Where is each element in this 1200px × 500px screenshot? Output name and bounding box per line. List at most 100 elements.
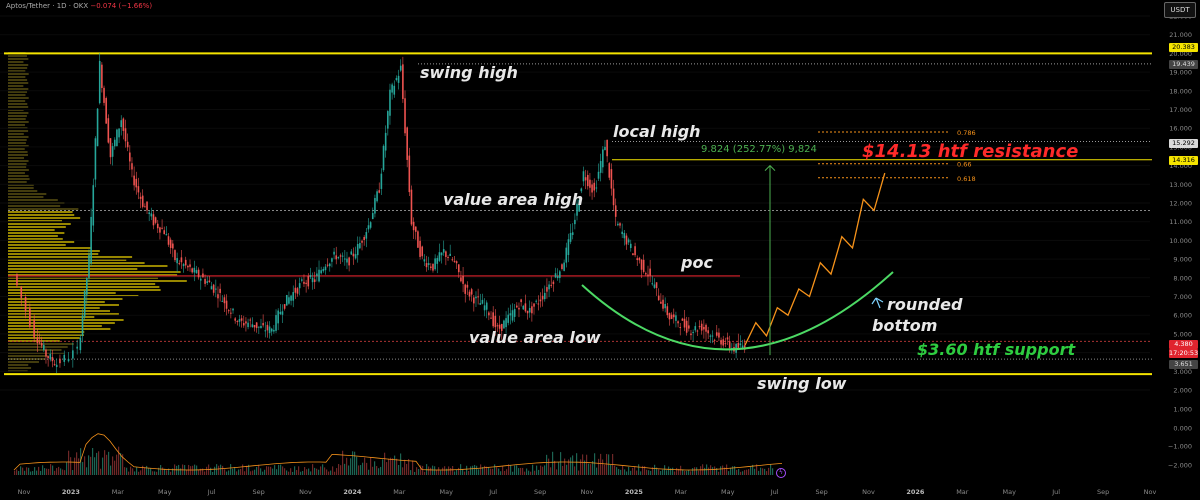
candle-body <box>266 324 269 331</box>
profile-bar <box>8 205 61 207</box>
volume-bar <box>140 470 142 475</box>
candle-body <box>574 219 576 225</box>
candle-body <box>331 258 333 262</box>
candle-body <box>43 344 45 350</box>
profile-bar <box>8 310 110 312</box>
volume-bar <box>230 464 232 475</box>
candle-body <box>445 251 447 257</box>
currency-button[interactable]: USDT <box>1164 2 1196 18</box>
candle-body <box>430 266 432 268</box>
candle-body <box>225 300 228 309</box>
profile-bar <box>8 214 75 216</box>
volume-bar <box>608 454 610 475</box>
candle-body <box>449 253 451 256</box>
price-tick-label: 10.000 <box>1169 237 1192 245</box>
volume-bar <box>138 471 140 475</box>
volume-bar <box>298 466 300 475</box>
volume-bar <box>536 465 538 475</box>
candle-body <box>359 242 361 249</box>
volume-bar <box>564 458 566 475</box>
volume-bar <box>598 458 600 475</box>
volume-bar <box>234 467 236 475</box>
candle-body <box>316 273 318 276</box>
volume-bar <box>408 458 410 475</box>
candle-body <box>597 171 600 179</box>
profile-bar <box>8 280 187 282</box>
price-candles <box>16 53 746 374</box>
candle-body <box>707 330 709 334</box>
volume-bar <box>546 454 548 475</box>
candle-body <box>477 296 479 298</box>
volume-bar <box>124 467 126 475</box>
candle-body <box>718 332 720 338</box>
profile-bar <box>8 79 28 81</box>
candle-body <box>96 108 99 147</box>
volume-bar <box>52 465 54 475</box>
candle-body <box>219 288 221 293</box>
volume-bar <box>496 467 498 475</box>
lightning-icon[interactable]: ϟ <box>776 468 786 478</box>
volume-bar <box>542 466 544 475</box>
profile-bar <box>8 301 105 303</box>
candle-body <box>434 258 436 270</box>
volume-bar <box>428 466 430 475</box>
volume-bar <box>398 464 400 475</box>
profile-bar <box>8 157 25 159</box>
volume-bar <box>520 467 522 475</box>
candle-body <box>649 268 651 276</box>
volume-bar <box>574 466 576 475</box>
volume-bar <box>76 452 78 475</box>
candle-body <box>642 259 645 272</box>
volume-bar <box>206 466 208 475</box>
volume-bar <box>170 471 172 475</box>
candle-body <box>606 139 608 157</box>
volume-bar <box>342 450 344 475</box>
candle-body <box>135 178 138 188</box>
volume-bar <box>166 470 168 475</box>
profile-bar <box>8 130 29 132</box>
volume-bar <box>218 465 220 475</box>
candle-body <box>419 240 421 257</box>
volume-bar <box>620 469 622 475</box>
profile-bar <box>8 304 119 306</box>
volume-bar <box>258 464 260 475</box>
profile-bar <box>8 331 85 333</box>
candle-body <box>189 264 191 267</box>
volume-bar <box>566 464 568 475</box>
local-high-label: local high <box>613 122 701 141</box>
candle-body <box>681 318 684 321</box>
volume-bar <box>532 464 534 475</box>
volume-bar <box>102 457 104 475</box>
volume-bar <box>32 471 34 475</box>
volume-bar <box>412 460 414 475</box>
time-tick-label: 2026 <box>906 488 925 496</box>
volume-bar <box>602 459 604 475</box>
volume-bar <box>458 467 460 475</box>
candle-body <box>159 227 161 233</box>
profile-bar <box>8 181 27 183</box>
volume-bar <box>666 470 668 475</box>
profile-bar <box>8 88 29 90</box>
price-tick-label: 3.000 <box>1173 368 1192 376</box>
profile-bar <box>8 121 29 123</box>
candle-body <box>507 314 510 323</box>
candle-body <box>232 308 234 311</box>
candle-body <box>612 188 615 206</box>
candle-body <box>537 303 540 305</box>
volume-bar <box>308 468 310 475</box>
candle-body <box>322 269 325 272</box>
volume-bar <box>424 471 426 475</box>
candle-body <box>503 320 505 329</box>
volume-bar <box>332 466 334 475</box>
volume-bar <box>526 468 528 475</box>
profile-bar <box>8 241 75 243</box>
profile-bar <box>8 238 63 240</box>
volume-bar <box>370 457 372 475</box>
volume-bar <box>624 469 626 475</box>
volume-bar <box>256 466 258 475</box>
profile-bar <box>8 64 29 66</box>
candle-body <box>679 327 682 329</box>
candle-body <box>180 257 183 263</box>
volume-bar <box>164 468 166 475</box>
